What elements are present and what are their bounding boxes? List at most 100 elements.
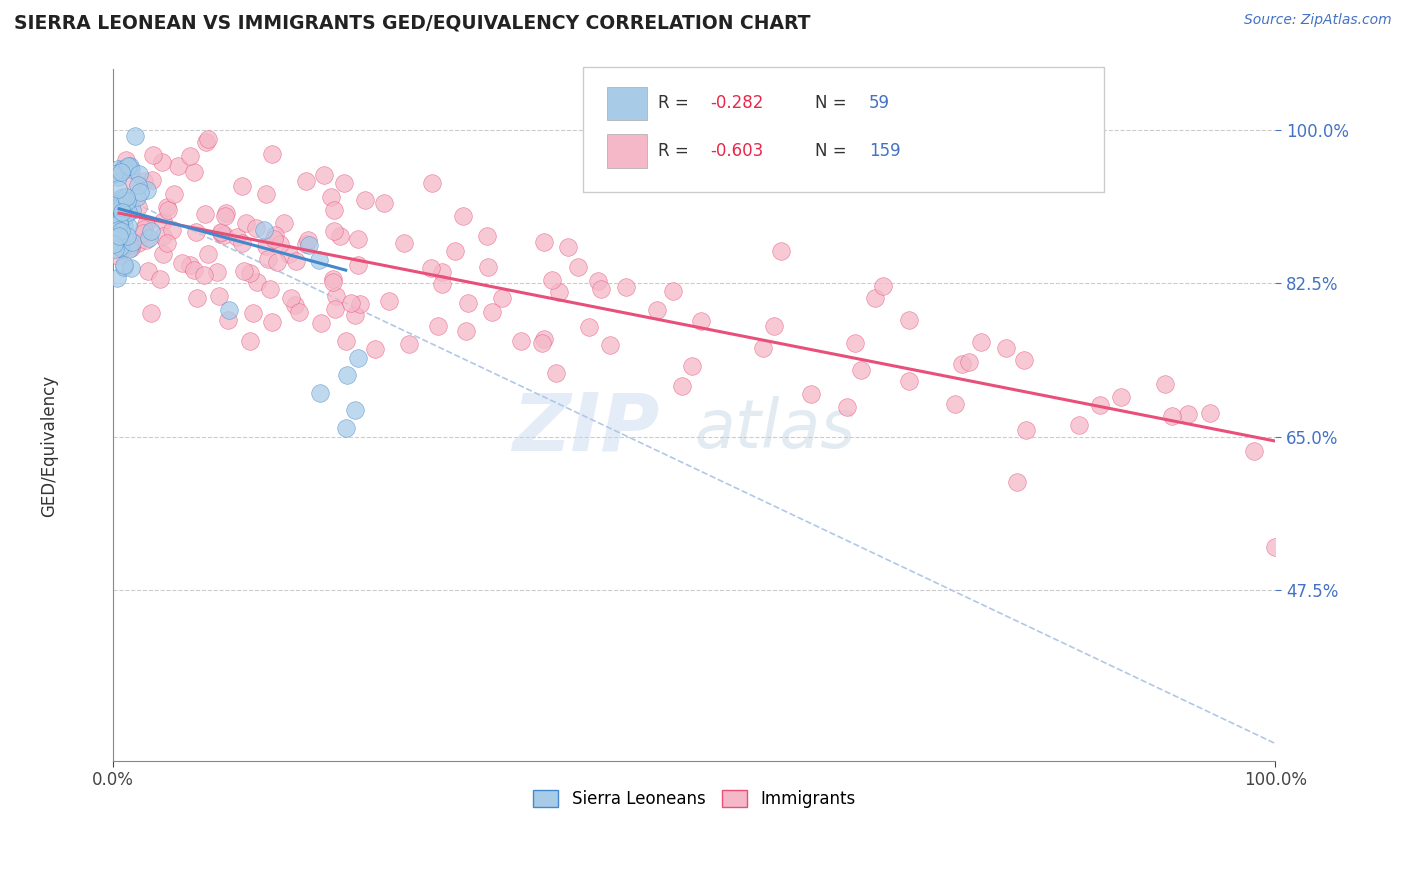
Point xyxy=(157,202,180,217)
Point xyxy=(333,177,356,191)
Point xyxy=(541,273,564,287)
Point xyxy=(364,342,387,356)
Point xyxy=(112,219,135,233)
Point xyxy=(186,225,208,239)
Point xyxy=(127,236,149,251)
Point xyxy=(420,260,443,275)
Point xyxy=(278,246,301,260)
Point xyxy=(136,264,159,278)
Point xyxy=(952,357,974,371)
Point xyxy=(420,176,443,190)
Legend: Sierra Leoneans, Immigrants: Sierra Leoneans, Immigrants xyxy=(526,783,862,815)
Point xyxy=(148,271,170,285)
Point xyxy=(209,225,232,239)
Point xyxy=(110,191,132,205)
Point xyxy=(770,244,793,258)
Point xyxy=(135,218,157,232)
Point xyxy=(118,242,141,256)
Point xyxy=(117,219,139,234)
Point xyxy=(322,272,344,286)
Point xyxy=(347,351,370,365)
Point xyxy=(837,400,859,414)
Point xyxy=(287,305,309,319)
Point xyxy=(107,162,129,177)
Point xyxy=(260,146,283,161)
Point xyxy=(681,359,703,373)
Point xyxy=(231,235,253,250)
Point xyxy=(112,258,135,272)
Point xyxy=(1014,353,1036,368)
Point xyxy=(491,291,513,305)
Point xyxy=(477,260,499,275)
Point xyxy=(398,337,420,351)
Point xyxy=(242,306,264,320)
Point xyxy=(152,214,174,228)
Text: -0.603: -0.603 xyxy=(710,142,763,160)
Point xyxy=(567,260,589,274)
Point xyxy=(139,305,162,319)
Point xyxy=(253,223,276,237)
Point xyxy=(284,298,307,312)
Point xyxy=(156,200,179,214)
Point xyxy=(142,148,165,162)
Text: N =: N = xyxy=(815,95,852,112)
Point xyxy=(131,226,153,240)
Point xyxy=(323,301,346,316)
Point xyxy=(994,341,1017,355)
Point xyxy=(322,224,344,238)
Point xyxy=(347,232,370,246)
Point xyxy=(239,266,262,280)
Point xyxy=(108,198,131,212)
Point xyxy=(264,227,287,242)
Text: R =: R = xyxy=(658,95,695,112)
Point xyxy=(1005,475,1028,490)
Point xyxy=(752,341,775,355)
Point xyxy=(215,206,238,220)
Point xyxy=(111,190,134,204)
Text: 59: 59 xyxy=(869,95,890,112)
Point xyxy=(346,259,368,273)
Point xyxy=(1264,540,1286,554)
Point xyxy=(186,291,208,305)
Point xyxy=(273,217,295,231)
Point xyxy=(121,235,143,250)
Point xyxy=(426,319,449,334)
Point xyxy=(1199,406,1222,420)
Point xyxy=(1067,417,1090,432)
Point xyxy=(546,366,568,380)
Point xyxy=(531,336,554,351)
Point xyxy=(325,288,347,302)
Point xyxy=(112,260,135,275)
Point xyxy=(120,162,142,177)
Point xyxy=(197,132,219,146)
Point xyxy=(108,229,131,244)
Point xyxy=(226,230,249,244)
Point xyxy=(107,182,129,196)
Point xyxy=(209,227,232,241)
Point xyxy=(662,285,685,299)
Point xyxy=(212,228,235,243)
Point xyxy=(349,297,371,311)
Point xyxy=(245,221,267,235)
Point xyxy=(103,168,125,182)
Point xyxy=(160,222,183,236)
Text: 159: 159 xyxy=(869,142,900,160)
Point xyxy=(111,242,134,256)
Point xyxy=(254,239,277,253)
Point xyxy=(132,222,155,236)
Point xyxy=(849,363,872,377)
Point xyxy=(322,276,344,290)
Point xyxy=(509,334,531,348)
Point xyxy=(308,385,330,400)
Text: N =: N = xyxy=(815,142,852,160)
Point xyxy=(329,228,352,243)
Point xyxy=(533,332,555,346)
Point xyxy=(266,255,288,269)
Point xyxy=(112,211,135,225)
Point xyxy=(1109,391,1132,405)
Point xyxy=(139,224,162,238)
Point xyxy=(179,258,201,272)
Point xyxy=(578,319,600,334)
Point xyxy=(254,187,277,202)
Point xyxy=(111,205,134,219)
